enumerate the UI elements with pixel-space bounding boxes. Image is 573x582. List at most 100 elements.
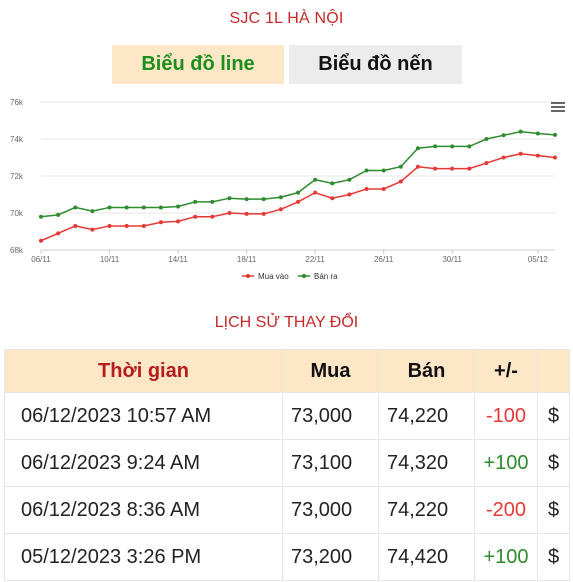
data-point — [467, 144, 472, 149]
data-point — [141, 205, 146, 210]
data-point — [364, 168, 369, 173]
page-title: SJC 1L HÀ NỘI — [229, 10, 344, 27]
x-tick-label: 26/11 — [374, 255, 394, 264]
series-line-0 — [40, 153, 556, 242]
data-point — [56, 231, 61, 236]
data-point — [535, 131, 540, 136]
data-point — [415, 164, 420, 169]
data-point — [330, 196, 335, 201]
data-point — [415, 146, 420, 151]
data-point — [484, 137, 489, 141]
cell-buy: 73,000 — [282, 486, 379, 534]
data-point — [227, 211, 232, 215]
data-point — [450, 166, 455, 171]
data-point — [39, 214, 43, 219]
legend-marker — [246, 274, 250, 278]
data-point — [347, 177, 352, 182]
tab-candle-chart[interactable]: Biểu đồ nến — [289, 45, 462, 84]
data-point — [210, 214, 215, 219]
data-point — [433, 166, 438, 171]
header-sell: Bán — [377, 349, 475, 393]
data-point — [501, 155, 506, 160]
legend-label: Bán ra — [314, 272, 338, 281]
x-tick-label: 05/12 — [528, 255, 549, 264]
table-row: 06/12/2023 8:36 AM 73,000 74,220 -200 $ — [4, 486, 570, 534]
history-title: LỊCH SỬ THAY ĐỔI — [214, 314, 359, 331]
data-point — [193, 199, 198, 204]
data-point — [56, 212, 61, 217]
data-point — [278, 195, 283, 200]
price-chart: 68k 70k 72k 74k 76k 06/11 10/11 14/11 18/11 22/11… — [0, 90, 573, 290]
data-point — [141, 223, 146, 228]
data-point — [124, 223, 129, 228]
data-point — [176, 219, 181, 224]
x-tick-label: 06/11 — [31, 255, 51, 264]
x-tick-label: 30/11 — [442, 255, 462, 264]
history-table: Thời gian Mua Bán +/- 06/12/2023 10:57 A… — [4, 349, 570, 581]
data-point — [330, 181, 335, 186]
table-row: 05/12/2023 3:26 PM 73,200 74,420 +100 $ — [4, 533, 570, 581]
cell-buy: 73,000 — [282, 392, 379, 440]
data-point — [553, 155, 557, 160]
data-point — [278, 207, 283, 212]
cell-sell: 74,220 — [377, 392, 475, 440]
cell-sell: 74,220 — [377, 486, 475, 534]
data-point — [193, 214, 198, 219]
tab-line-chart[interactable]: Biểu đồ line — [112, 45, 284, 84]
x-tick-label: 22/11 — [305, 255, 325, 264]
data-point — [90, 227, 95, 232]
cell-buy: 73,200 — [282, 533, 379, 581]
cell-time: 06/12/2023 8:36 AM — [4, 486, 283, 534]
data-point — [381, 168, 386, 173]
header-change: +/- — [473, 349, 539, 393]
data-point — [107, 205, 112, 210]
dollar-icon[interactable]: $ — [537, 392, 570, 440]
data-point — [244, 197, 249, 202]
data-point — [39, 238, 43, 243]
cell-change: -100 — [473, 392, 539, 440]
x-tick-label: 14/11 — [168, 255, 188, 264]
legend-label: Mua vào — [258, 272, 289, 281]
data-point — [176, 204, 181, 209]
cell-sell: 74,320 — [377, 439, 475, 487]
data-point — [484, 161, 489, 166]
data-point — [158, 220, 163, 225]
data-point — [296, 199, 300, 204]
y-tick-label: 68k — [10, 246, 24, 255]
header-empty — [537, 349, 570, 393]
data-point — [313, 177, 318, 182]
y-tick-label: 72k — [10, 172, 24, 181]
data-point — [158, 205, 163, 210]
dollar-icon[interactable]: $ — [537, 439, 570, 487]
data-point — [501, 133, 506, 138]
cell-time: 06/12/2023 10:57 AM — [4, 392, 283, 440]
series-line-1 — [40, 130, 556, 218]
chart-type-tabs: Biểu đồ line Biểu đồ nến — [112, 45, 462, 84]
data-point — [467, 166, 472, 171]
dollar-icon[interactable]: $ — [537, 486, 570, 534]
x-tick-label: 18/11 — [237, 255, 257, 264]
data-point — [553, 132, 557, 137]
data-point — [381, 186, 386, 191]
cell-change: -200 — [473, 486, 539, 534]
cell-time: 06/12/2023 9:24 AM — [4, 439, 283, 487]
data-point — [433, 144, 438, 149]
cell-change: +100 — [473, 439, 539, 487]
data-point — [296, 190, 300, 195]
chart-menu-icon[interactable] — [551, 102, 565, 114]
data-point — [518, 129, 523, 134]
data-point — [347, 192, 352, 197]
data-point — [261, 211, 266, 216]
data-point — [73, 223, 78, 228]
data-point — [107, 223, 112, 228]
data-point — [364, 186, 369, 191]
table-row: 06/12/2023 9:24 AM 73,100 74,320 +100 $ — [4, 439, 570, 487]
line-chart-svg: 68k 70k 72k 74k 76k 06/11 10/11 14/11 18/11 22/11… — [10, 98, 557, 281]
data-point — [518, 151, 523, 156]
data-point — [398, 179, 403, 184]
dollar-icon[interactable]: $ — [537, 533, 570, 581]
data-point — [210, 199, 215, 204]
data-point — [244, 211, 249, 216]
data-point — [124, 205, 129, 210]
data-point — [398, 164, 403, 169]
